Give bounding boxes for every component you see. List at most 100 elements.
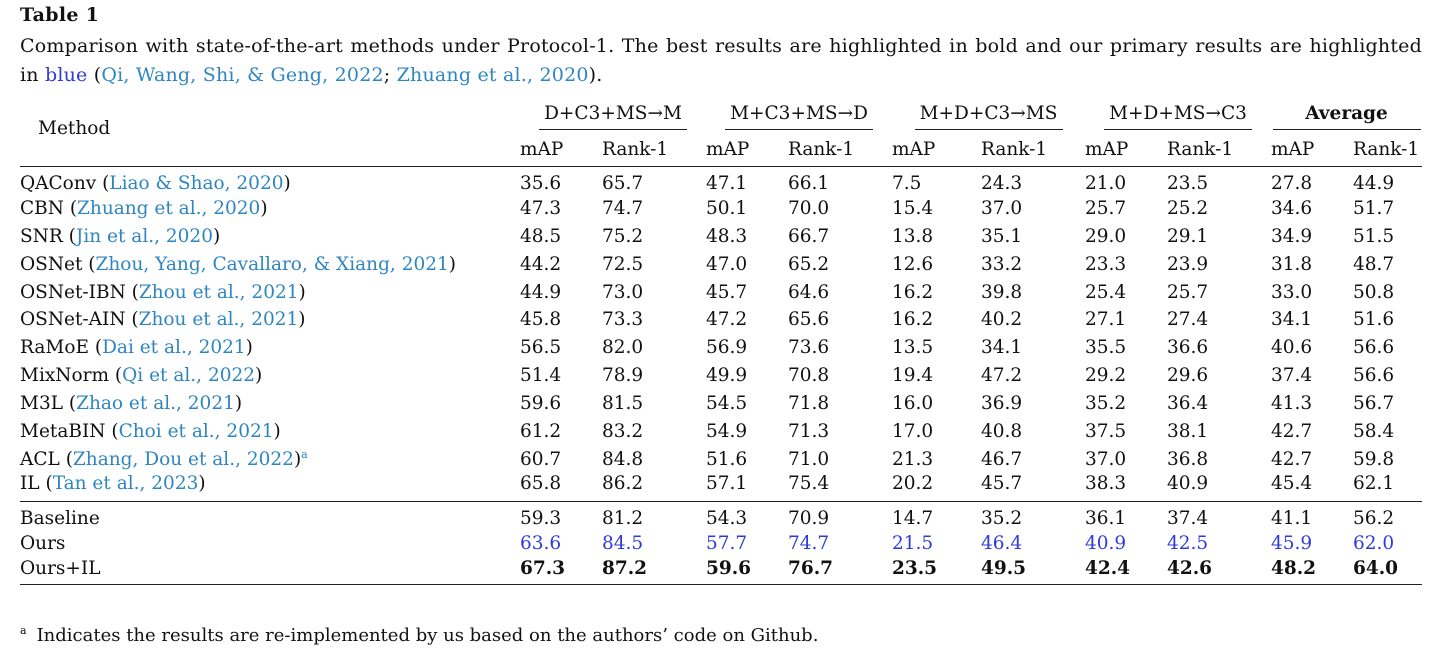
group-header-label: D+C3+MS→M bbox=[539, 103, 687, 130]
method-name-cell: OSNet-AIN (Zhou et al., 2021) bbox=[20, 309, 306, 331]
value-cell: 25.2 bbox=[1167, 197, 1209, 219]
value-cell: 29.6 bbox=[1167, 365, 1209, 387]
value-cell: 41.1 bbox=[1271, 507, 1313, 529]
value-cell: 56.6 bbox=[1353, 365, 1395, 387]
value-cell: 49.9 bbox=[706, 365, 748, 387]
value-cell: 59.8 bbox=[1353, 448, 1395, 470]
table-row: MetaBIN (Choi et al., 2021) 61.2 83.2 54.9 7… bbox=[20, 418, 1422, 446]
method-name-cell: OSNet-IBN (Zhou et al., 2021) bbox=[20, 281, 306, 303]
value-cell: 57.1 bbox=[706, 473, 748, 495]
value-cell: 54.5 bbox=[706, 393, 748, 415]
citation-link[interactable]: Zhou et al., 2021 bbox=[138, 309, 299, 331]
value-cell: 81.2 bbox=[602, 507, 644, 529]
value-cell: 65.7 bbox=[602, 173, 644, 195]
group-header-label: M+D+C3→MS bbox=[914, 103, 1063, 130]
value-cell: 66.1 bbox=[788, 173, 830, 195]
method-name: MixNorm bbox=[20, 365, 110, 387]
value-cell: 34.1 bbox=[1271, 309, 1313, 331]
citation-link[interactable]: Zhou et al., 2021 bbox=[138, 281, 299, 303]
citation-link[interactable]: Jin et al., 2020 bbox=[75, 225, 213, 247]
caption-blue-word: blue bbox=[44, 64, 88, 86]
table-row: Baseline 59.3 81.2 54.3 70.9 14.7 35.2 36.1 37.4… bbox=[20, 501, 1422, 529]
value-cell: 46.7 bbox=[981, 448, 1023, 470]
value-cell: 56.2 bbox=[1353, 507, 1395, 529]
value-cell: 45.4 bbox=[1271, 473, 1313, 495]
value-cell: 87.2 bbox=[602, 558, 648, 580]
value-cell: 36.6 bbox=[1167, 337, 1209, 359]
value-cell: 72.5 bbox=[602, 253, 644, 275]
sub-header-rank1: Rank-1 bbox=[602, 138, 669, 160]
footnote-marker[interactable]: a bbox=[301, 447, 308, 461]
table-row: IL (Tan et al., 2023) 65.8 86.2 57.1 75.4 20.… bbox=[20, 473, 1422, 501]
value-cell: 63.6 bbox=[520, 532, 562, 554]
value-cell: 29.1 bbox=[1167, 225, 1209, 247]
value-cell: 73.6 bbox=[788, 337, 830, 359]
value-cell: 42.5 bbox=[1167, 532, 1209, 554]
value-cell: 15.4 bbox=[892, 197, 934, 219]
table-header: Method D+C3+MS→M M+C3+MS→D M+D+C3→MS M+D… bbox=[20, 92, 1422, 167]
value-cell: 38.3 bbox=[1085, 473, 1127, 495]
value-cell: 27.4 bbox=[1167, 309, 1209, 331]
group-header-label: M+C3+MS→D bbox=[725, 103, 873, 130]
value-cell: 48.2 bbox=[1271, 558, 1317, 580]
method-name: OSNet bbox=[20, 253, 83, 275]
value-cell: 40.2 bbox=[981, 309, 1023, 331]
value-cell: 21.5 bbox=[892, 532, 934, 554]
value-cell: 34.9 bbox=[1271, 225, 1313, 247]
citation-link[interactable]: Zhang, Dou et al., 2022 bbox=[72, 448, 294, 470]
value-cell: 36.4 bbox=[1167, 393, 1209, 415]
value-cell: 83.2 bbox=[602, 420, 644, 442]
citation-link[interactable]: Zhuang et al., 2020 bbox=[77, 197, 261, 219]
citation-link[interactable]: Choi et al., 2021 bbox=[118, 420, 274, 442]
comparison-rows: QAConv (Liao & Shao, 2020) 35.6 65.7 47.1 66… bbox=[20, 167, 1422, 502]
value-cell: 42.7 bbox=[1271, 448, 1313, 470]
value-cell: 61.2 bbox=[520, 420, 562, 442]
table-row: OSNet-IBN (Zhou et al., 2021) 44.9 73.0 45.… bbox=[20, 278, 1422, 306]
footnote-text: Indicates the results are re-implemented… bbox=[36, 625, 819, 646]
method-name: M3L bbox=[20, 393, 63, 415]
citation-link[interactable]: Liao & Shao, 2020 bbox=[109, 173, 284, 195]
method-name-cell: Ours+IL bbox=[20, 558, 101, 580]
citation-link[interactable]: Tan et al., 2023 bbox=[52, 473, 199, 495]
value-cell: 48.5 bbox=[520, 225, 562, 247]
value-cell: 24.3 bbox=[981, 173, 1023, 195]
caption-citation-link[interactable]: Zhuang et al., 2020 bbox=[396, 64, 589, 86]
value-cell: 64.6 bbox=[788, 281, 830, 303]
value-cell: 59.6 bbox=[706, 558, 752, 580]
method-name: MetaBIN bbox=[20, 420, 106, 442]
caption-paren-close: ). bbox=[588, 64, 603, 86]
table-footnote: a Indicates the results are re-implemente… bbox=[20, 624, 818, 646]
value-cell: 51.5 bbox=[1353, 225, 1395, 247]
group-header-average: Average bbox=[1271, 92, 1422, 132]
value-cell: 16.0 bbox=[892, 393, 934, 415]
value-cell: 40.6 bbox=[1271, 337, 1313, 359]
our-method-rows: Baseline 59.3 81.2 54.3 70.9 14.7 35.2 36.1 37.4… bbox=[20, 501, 1422, 585]
value-cell: 40.8 bbox=[981, 420, 1023, 442]
group-header-d: M+C3+MS→D bbox=[706, 92, 892, 132]
value-cell: 51.4 bbox=[520, 365, 562, 387]
value-cell: 56.7 bbox=[1353, 393, 1395, 415]
table-row: SNR (Jin et al., 2020) 48.5 75.2 48.3 66.7 13… bbox=[20, 222, 1422, 250]
caption-paren-open: ( bbox=[87, 64, 102, 86]
value-cell: 42.4 bbox=[1085, 558, 1131, 580]
value-cell: 27.1 bbox=[1085, 309, 1127, 331]
value-cell: 70.9 bbox=[788, 507, 830, 529]
citation-link[interactable]: Qi et al., 2022 bbox=[122, 365, 256, 387]
method-name: OSNet-IBN bbox=[20, 281, 126, 303]
caption-citation-link[interactable]: Qi, Wang, Shi, & Geng, 2022 bbox=[101, 64, 384, 86]
citation-link[interactable]: Dai et al., 2021 bbox=[102, 337, 246, 359]
method-name-cell: M3L (Zhao et al., 2021) bbox=[20, 393, 243, 415]
value-cell: 44.9 bbox=[1353, 173, 1395, 195]
citation-link[interactable]: Zhou, Yang, Cavallaro, & Xiang, 2021 bbox=[95, 253, 449, 275]
table-row: Ours 63.6 84.5 57.7 74.7 21.5 46.4 40.9 42.5 45.9… bbox=[20, 529, 1422, 557]
value-cell: 45.8 bbox=[520, 309, 562, 331]
value-cell: 21.3 bbox=[892, 448, 934, 470]
group-header-c3: M+D+MS→C3 bbox=[1085, 92, 1271, 132]
value-cell: 31.8 bbox=[1271, 253, 1313, 275]
sub-header-map: mAP bbox=[1085, 138, 1129, 160]
method-name-cell: Ours bbox=[20, 532, 66, 554]
citation-link[interactable]: Zhao et al., 2021 bbox=[76, 393, 235, 415]
value-cell: 14.7 bbox=[892, 507, 934, 529]
value-cell: 47.1 bbox=[706, 173, 748, 195]
value-cell: 16.2 bbox=[892, 281, 934, 303]
